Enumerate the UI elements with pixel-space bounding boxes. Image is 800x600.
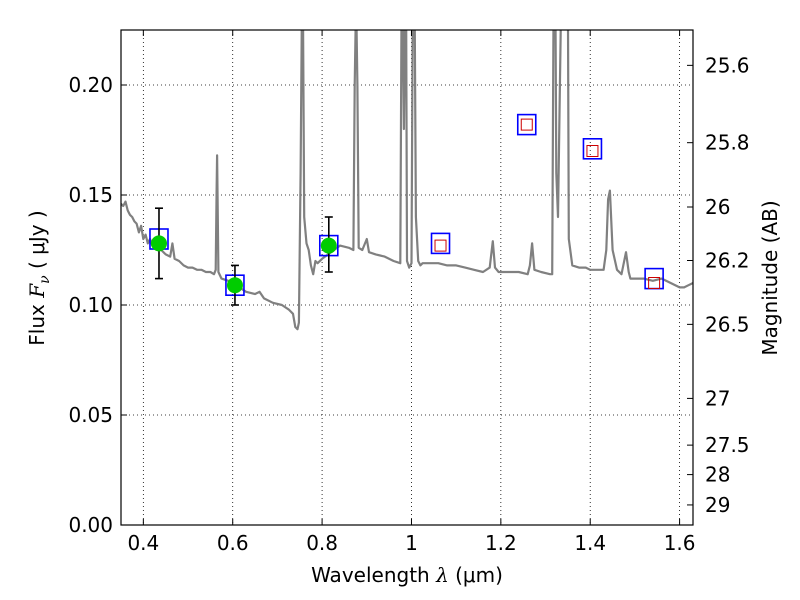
model-point [582, 138, 603, 160]
y-tick-label: 0.00 [68, 513, 113, 537]
x-tick-label: 1.2 [485, 531, 517, 555]
y2-tick-label: 26 [705, 195, 730, 219]
observed-square [434, 239, 447, 252]
model-point [430, 232, 451, 255]
plot-data [121, 30, 693, 331]
model-point [516, 113, 537, 136]
plot-frame [120, 29, 694, 526]
x-tick-label: 0.4 [127, 531, 159, 555]
x-tick-label: 1.4 [574, 531, 606, 555]
observed-square [648, 277, 661, 289]
x-tick-label: 1 [405, 531, 418, 555]
y2-tick-label: 27.5 [705, 433, 750, 457]
spectrum-line [121, 30, 693, 331]
axis-ticks: 0.4 0.6 0.8 1 1.2 1.4 1.6 0.00 0.05 0.10 0.15 0.20 2… [68, 30, 750, 555]
y2-tick-label: 27 [705, 386, 730, 410]
observed-square [586, 145, 599, 157]
y2-tick-label: 28 [705, 463, 730, 487]
observed-point [226, 277, 243, 294]
y-tick-label: 0.10 [68, 293, 113, 317]
observed-point [320, 237, 337, 254]
x-tick-label: 1.6 [664, 531, 696, 555]
y-tick-label: 0.15 [68, 183, 113, 207]
x-axis-title: Wavelength λ (μm) [311, 563, 503, 587]
observed-point [150, 235, 167, 252]
y-tick-label: 0.05 [68, 403, 113, 427]
y2-tick-label: 29 [705, 493, 730, 517]
y2-tick-label: 26.2 [705, 249, 750, 273]
y-tick-label: 0.20 [68, 73, 113, 97]
y-axis-title: Flux Fν ( μJy ) [25, 210, 53, 345]
y2-tick-label: 25.8 [705, 131, 750, 155]
observed-square [520, 118, 533, 131]
y2-axis-title: Magnitude (AB) [758, 200, 782, 355]
x-tick-label: 0.8 [306, 531, 338, 555]
y2-tick-label: 25.6 [705, 53, 750, 77]
x-tick-label: 0.6 [217, 531, 249, 555]
y2-tick-label: 26.5 [705, 312, 750, 336]
